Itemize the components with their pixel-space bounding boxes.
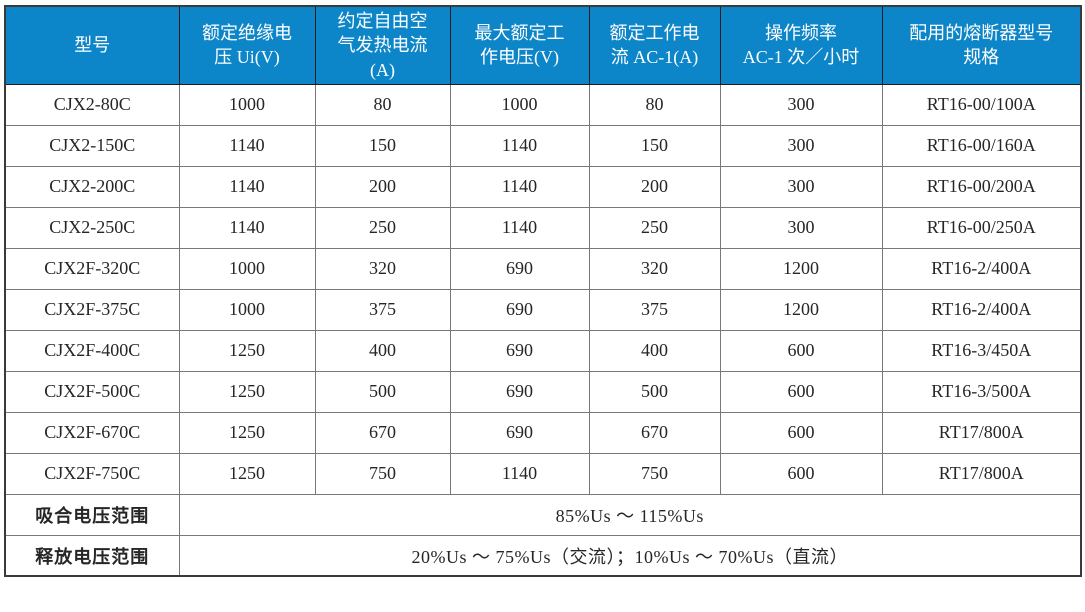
table-cell: 300 [719,206,883,249]
table-cell: 1200 [719,247,883,290]
table-cell: 1000 [178,83,316,126]
table-row: CJX2-250C 1140 250 1140 250 300 RT16-00/… [4,206,1082,249]
table-cell: 375 [314,288,451,331]
pickup-voltage-range-value: 85%Us ～ 115%Us [178,493,1082,536]
table-cell: 600 [719,370,883,413]
table-row: CJX2F-670C 1250 670 690 670 600 RT17/800… [4,411,1082,454]
table-cell: 250 [314,206,451,249]
column-header-rated-operating-current-ac1: 额定工作电流 AC-1(A) [588,5,721,85]
column-header-operating-frequency: 操作频率 AC-1 次／小时 [719,5,883,85]
table-cell: 500 [314,370,451,413]
cell-model: CJX2-200C [4,165,180,208]
table-body: CJX2-80C 1000 80 1000 80 300 RT16-00/100… [4,83,1082,577]
table-cell: 320 [588,247,721,290]
cell-model: CJX2F-400C [4,329,180,372]
cell-model: CJX2F-750C [4,452,180,495]
table-cell: 1000 [178,247,316,290]
pickup-voltage-range-label: 吸合电压范围 [4,493,180,536]
table-cell: 150 [588,124,721,167]
table-row: CJX2-150C 1140 150 1140 150 300 RT16-00/… [4,124,1082,167]
cell-fuse: RT16-00/100A [881,83,1082,126]
cell-fuse: RT16-00/200A [881,165,1082,208]
table-row: CJX2F-375C 1000 375 690 375 1200 RT16-2/… [4,288,1082,331]
table-cell: 375 [588,288,721,331]
table-row: CJX2F-500C 1250 500 690 500 600 RT16-3/5… [4,370,1082,413]
cell-fuse: RT16-3/500A [881,370,1082,413]
table-cell: 320 [314,247,451,290]
table-cell: 300 [719,83,883,126]
table-cell: 670 [588,411,721,454]
table-cell: 500 [588,370,721,413]
column-header-fuse-model-spec: 配用的熔断器型号规格 [881,5,1082,85]
table-cell: 690 [449,329,590,372]
table-cell: 750 [588,452,721,495]
table-cell: 1140 [449,452,590,495]
cell-model: CJX2F-320C [4,247,180,290]
table-cell: 1140 [449,206,590,249]
table-cell: 1250 [178,370,316,413]
table-cell: 200 [314,165,451,208]
table-cell: 1140 [178,165,316,208]
table-cell: 400 [314,329,451,372]
contactor-spec-table: 型号 额定绝缘电压 Ui(V) 约定自由空气发热电流(A) 最大额定工作电压(V… [4,5,1082,578]
table-cell: 1140 [178,206,316,249]
cell-fuse: RT16-2/400A [881,247,1082,290]
table-row-release-voltage-range: 释放电压范围 20%Us ～ 75%Us（交流）；10%Us ～ 70%Us（直… [4,534,1082,577]
table-row: CJX2-80C 1000 80 1000 80 300 RT16-00/100… [4,83,1082,126]
cell-fuse: RT17/800A [881,411,1082,454]
table-row: CJX2F-400C 1250 400 690 400 600 RT16-3/4… [4,329,1082,372]
table-header: 型号 额定绝缘电压 Ui(V) 约定自由空气发热电流(A) 最大额定工作电压(V… [4,5,1082,85]
table-row: CJX2F-320C 1000 320 690 320 1200 RT16-2/… [4,247,1082,290]
table-cell: 200 [588,165,721,208]
cell-fuse: RT16-00/250A [881,206,1082,249]
table-cell: 1250 [178,329,316,372]
table-cell: 600 [719,452,883,495]
cell-fuse: RT16-2/400A [881,288,1082,331]
table-cell: 1200 [719,288,883,331]
table-cell: 690 [449,247,590,290]
cell-fuse: RT16-3/450A [881,329,1082,372]
table-cell: 300 [719,165,883,208]
table-cell: 690 [449,288,590,331]
cell-model: CJX2F-375C [4,288,180,331]
column-header-max-rated-operating-voltage: 最大额定工作电压(V) [449,5,590,85]
table-cell: 1140 [449,165,590,208]
table-cell: 690 [449,370,590,413]
release-voltage-range-label: 释放电压范围 [4,534,180,577]
table-cell: 250 [588,206,721,249]
table-row: CJX2-200C 1140 200 1140 200 300 RT16-00/… [4,165,1082,208]
cell-model: CJX2-150C [4,124,180,167]
cell-fuse: RT16-00/160A [881,124,1082,167]
header-row: 型号 额定绝缘电压 Ui(V) 约定自由空气发热电流(A) 最大额定工作电压(V… [4,5,1082,85]
table-cell: 1250 [178,411,316,454]
table-cell: 1140 [178,124,316,167]
table-cell: 600 [719,411,883,454]
table-cell: 80 [588,83,721,126]
table-row: CJX2F-750C 1250 750 1140 750 600 RT17/80… [4,452,1082,495]
cell-model: CJX2-250C [4,206,180,249]
table-cell: 150 [314,124,451,167]
table-row-pickup-voltage-range: 吸合电压范围 85%Us ～ 115%Us [4,493,1082,536]
column-header-rated-insulation-voltage: 额定绝缘电压 Ui(V) [178,5,316,85]
release-voltage-range-value: 20%Us ～ 75%Us（交流）；10%Us ～ 70%Us（直流） [178,534,1082,577]
table-cell: 670 [314,411,451,454]
table-cell: 600 [719,329,883,372]
table-cell: 1140 [449,124,590,167]
column-header-free-air-thermal-current: 约定自由空气发热电流(A) [314,5,451,85]
table-cell: 1000 [178,288,316,331]
cell-model: CJX2F-500C [4,370,180,413]
table-cell: 400 [588,329,721,372]
table-cell: 300 [719,124,883,167]
cell-fuse: RT17/800A [881,452,1082,495]
cell-model: CJX2-80C [4,83,180,126]
table-cell: 1250 [178,452,316,495]
table-cell: 690 [449,411,590,454]
column-header-model: 型号 [4,5,180,85]
table-cell: 80 [314,83,451,126]
table-cell: 1000 [449,83,590,126]
table-cell: 750 [314,452,451,495]
cell-model: CJX2F-670C [4,411,180,454]
